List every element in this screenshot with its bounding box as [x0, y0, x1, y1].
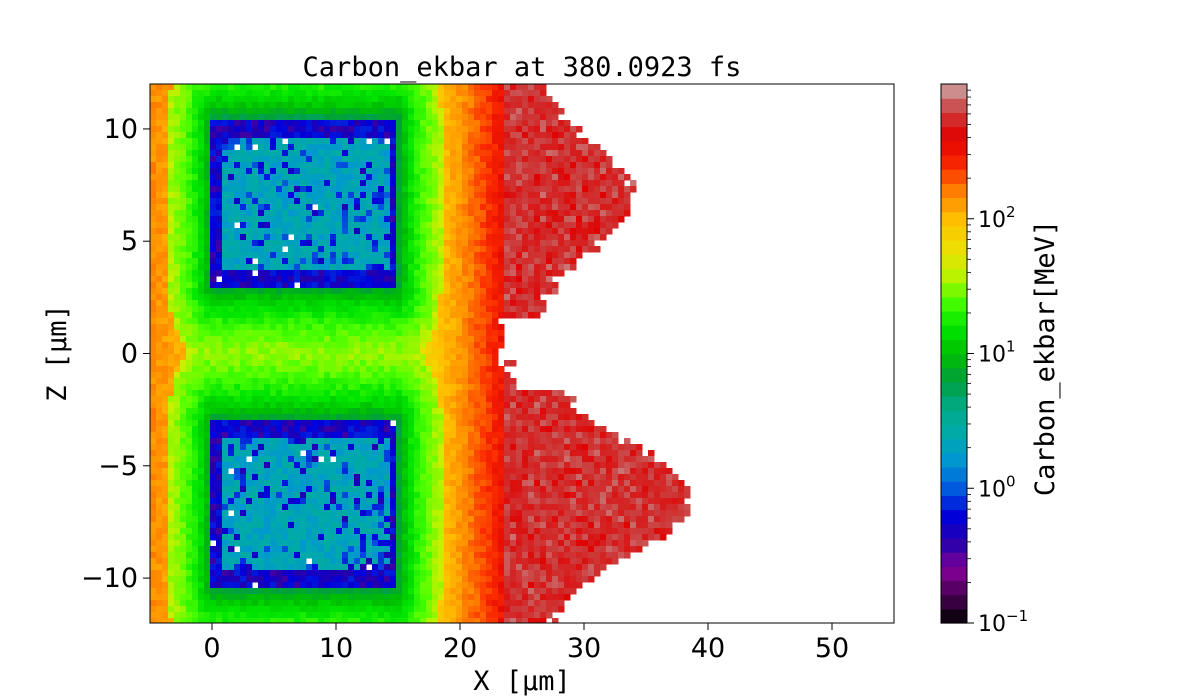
y-tick-label: 10: [104, 114, 138, 145]
y-tick-label: 0: [121, 339, 138, 370]
y-tick-label: 5: [121, 226, 138, 257]
x-axis-label: X [μm]: [473, 666, 571, 697]
x-tick-label: 10: [319, 633, 353, 664]
colorbar-tick-label: 102: [978, 203, 1016, 233]
colorbar-tick-label: 101: [978, 338, 1016, 368]
colorbar-label: Carbon_ekbar[MeV]: [1030, 220, 1061, 496]
colorbar-level: [941, 325, 967, 340]
colorbar-level: [941, 367, 967, 383]
colorbar-level: [941, 424, 967, 440]
x-tick-label: 40: [691, 633, 725, 664]
colorbar-level: [941, 310, 967, 326]
colorbar-level: [941, 594, 967, 610]
colorbar-level: [941, 608, 967, 624]
chart-title: Carbon_ekbar at 380.0923 fs: [303, 52, 742, 83]
x-axis: 0 10 20 30 40 50: [203, 623, 849, 664]
colorbar-level: [941, 98, 967, 113]
colorbar-level: [941, 537, 967, 553]
colorbar-level: [941, 154, 967, 170]
colorbar-level: [941, 211, 967, 227]
colorbar-level: [941, 282, 967, 298]
colorbar: 102 101 100 10−1: [940, 83, 1028, 637]
colorbar-level: [941, 183, 967, 199]
colorbar-level: [941, 438, 967, 454]
colorbar-level: [941, 381, 967, 397]
colorbar-level: [941, 481, 967, 496]
y-tick-label: −5: [98, 451, 138, 482]
y-axis-label: Z [μm]: [42, 304, 73, 402]
colorbar-level: [941, 268, 967, 284]
colorbar-level: [941, 240, 967, 255]
x-tick-label: 30: [567, 633, 601, 664]
colorbar-level: [941, 339, 967, 355]
colorbar-level: [941, 509, 967, 525]
colorbar-level: [941, 580, 967, 596]
colorbar-level: [941, 396, 967, 411]
colorbar-level: [941, 353, 967, 369]
colorbar-level: [941, 126, 967, 142]
colorbar-level: [941, 296, 967, 312]
x-tick-label: 20: [443, 633, 477, 664]
colorbar-level: [941, 452, 967, 468]
colorbar-level: [941, 552, 967, 567]
colorbar-tick-label: 10−1: [978, 607, 1028, 637]
colorbar-level: [941, 254, 967, 269]
colorbar-level: [941, 169, 967, 184]
heatmap-cells: [150, 84, 691, 623]
colorbar-level: [941, 197, 967, 213]
colorbar-level: [941, 225, 967, 241]
colorbar-level: [941, 566, 967, 582]
colorbar-level: [941, 495, 967, 511]
colorbar-level: [941, 112, 967, 128]
colorbar-level: [941, 84, 967, 99]
colorbar-level: [941, 523, 967, 539]
colorbar-tick-label: 100: [978, 472, 1016, 502]
x-tick-label: 0: [203, 633, 220, 664]
colorbar-level: [941, 140, 967, 156]
colorbar-level: [941, 466, 967, 482]
y-tick-label: −10: [81, 563, 138, 594]
x-tick-label: 50: [815, 633, 849, 664]
colorbar-level: [941, 410, 967, 426]
y-axis: 10 5 0 −5 −10: [81, 114, 150, 594]
heatmap-plot: [150, 84, 894, 623]
